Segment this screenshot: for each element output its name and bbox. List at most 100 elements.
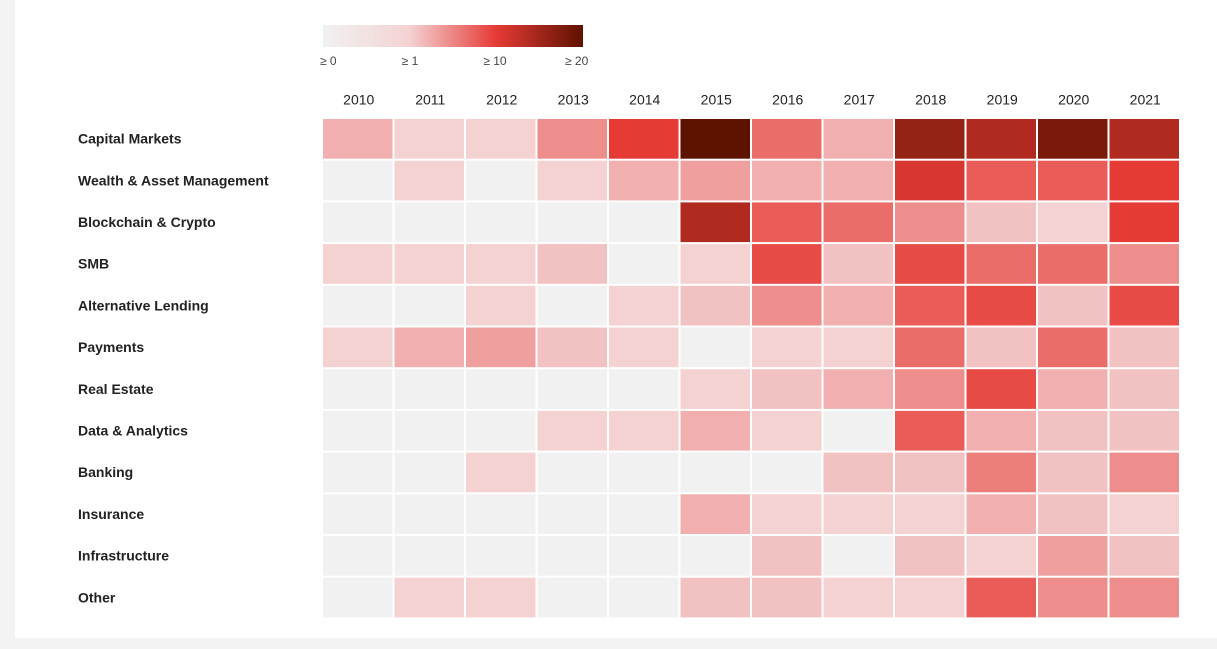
- color-bar: [323, 25, 583, 47]
- cell: [966, 536, 1036, 576]
- cell: [752, 369, 822, 409]
- cell: [1038, 536, 1108, 576]
- cell: [895, 369, 965, 409]
- cell: [823, 119, 893, 159]
- cell: [1109, 327, 1179, 368]
- cell: [895, 244, 965, 284]
- cell: [966, 160, 1036, 201]
- cell: [537, 119, 607, 159]
- cell: [466, 577, 536, 618]
- cell: [1109, 244, 1179, 284]
- cell: [323, 577, 393, 618]
- cell: [466, 327, 536, 368]
- cell: [895, 327, 965, 368]
- cell: [1038, 494, 1108, 534]
- cell: [466, 410, 536, 451]
- cell: [966, 577, 1036, 618]
- cell: [323, 285, 393, 326]
- cell: [1038, 160, 1108, 201]
- cell: [537, 494, 607, 534]
- cell: [895, 577, 965, 618]
- cell: [752, 327, 822, 368]
- y-tick-label: Real Estate: [78, 381, 154, 397]
- x-tick-label: 2011: [415, 92, 445, 108]
- y-tick-label: Other: [78, 589, 116, 605]
- cell: [895, 285, 965, 326]
- cell: [1109, 160, 1179, 201]
- cell: [537, 410, 607, 451]
- cell: [466, 494, 536, 534]
- cell: [680, 160, 750, 201]
- cell: [966, 410, 1036, 451]
- cell: [1038, 577, 1108, 618]
- cell: [680, 285, 750, 326]
- cell: [323, 494, 393, 534]
- y-tick-label: Banking: [78, 464, 133, 480]
- cell: [752, 285, 822, 326]
- cell: [823, 202, 893, 243]
- x-tick-label: 2021: [1130, 92, 1161, 108]
- cell: [680, 410, 750, 451]
- cell: [823, 494, 893, 534]
- cell: [323, 119, 393, 159]
- cell: [466, 244, 536, 284]
- color-tick-label: ≥ 20: [565, 54, 589, 68]
- cell: [752, 536, 822, 576]
- cell: [394, 410, 464, 451]
- cell: [1109, 577, 1179, 618]
- cell: [823, 452, 893, 493]
- cell: [1109, 494, 1179, 534]
- cell: [752, 494, 822, 534]
- cell: [466, 160, 536, 201]
- cell: [466, 119, 536, 159]
- cell: [1109, 369, 1179, 409]
- y-tick-label: Payments: [78, 339, 144, 355]
- x-tick-label: 2019: [987, 92, 1018, 108]
- cell: [752, 577, 822, 618]
- x-tick-label: 2018: [915, 92, 946, 108]
- cell: [752, 202, 822, 243]
- color-tick-label: ≥ 1: [402, 54, 419, 68]
- cell: [1109, 119, 1179, 159]
- cell: [1038, 327, 1108, 368]
- cell: [537, 285, 607, 326]
- cell: [394, 202, 464, 243]
- cell: [1109, 285, 1179, 326]
- cell: [680, 577, 750, 618]
- cell: [752, 410, 822, 451]
- cell: [680, 452, 750, 493]
- cell: [537, 369, 607, 409]
- cell: [1038, 244, 1108, 284]
- y-tick-label: Alternative Lending: [78, 297, 209, 313]
- cell: [823, 327, 893, 368]
- cell: [609, 202, 679, 243]
- cell: [1109, 410, 1179, 451]
- cell: [680, 119, 750, 159]
- cell: [680, 244, 750, 284]
- cell: [823, 410, 893, 451]
- cell: [1109, 452, 1179, 493]
- cell: [1109, 202, 1179, 243]
- cell: [680, 202, 750, 243]
- cell: [680, 536, 750, 576]
- cell: [394, 327, 464, 368]
- cell: [823, 160, 893, 201]
- cell: [323, 327, 393, 368]
- y-tick-label: Blockchain & Crypto: [78, 214, 216, 230]
- cell: [537, 160, 607, 201]
- x-tick-label: 2020: [1058, 92, 1089, 108]
- cell: [323, 410, 393, 451]
- cell: [609, 369, 679, 409]
- cell: [466, 536, 536, 576]
- x-tick-label: 2017: [844, 92, 875, 108]
- cell: [394, 285, 464, 326]
- cell: [895, 119, 965, 159]
- cell: [609, 410, 679, 451]
- cell: [466, 452, 536, 493]
- cell: [966, 244, 1036, 284]
- cell: [752, 119, 822, 159]
- cell: [609, 160, 679, 201]
- cell: [537, 452, 607, 493]
- cell: [394, 119, 464, 159]
